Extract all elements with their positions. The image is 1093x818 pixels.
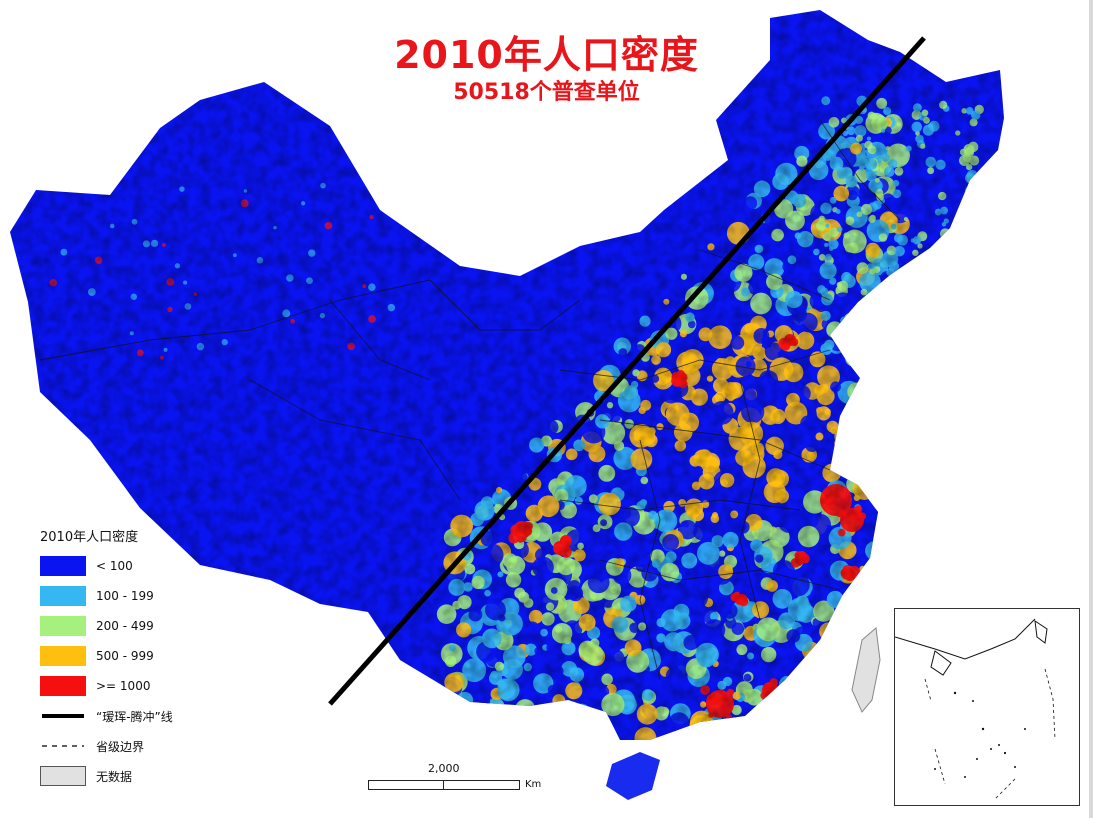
dashed-line-symbol	[42, 745, 84, 747]
legend-hu-line: “瑷珲-腾冲”线	[40, 701, 173, 731]
legend-class-0: < 100	[40, 551, 173, 581]
map-subtitle: 50518个普查单位	[453, 80, 640, 105]
province-borders	[39, 119, 901, 681]
legend-class-1: 100 - 199	[40, 581, 173, 611]
map-title: 2010年人口密度	[394, 33, 699, 77]
south-china-sea-inset	[894, 608, 1080, 806]
taiwan-no-data	[851, 627, 881, 713]
right-frame-edge	[1089, 0, 1093, 818]
legend-class-label: 500 - 999	[96, 649, 154, 663]
legend-province-border: 省级边界	[40, 731, 173, 761]
legend-title: 2010年人口密度	[40, 530, 139, 545]
legend-swatch	[40, 646, 86, 666]
hu-line-symbol	[42, 714, 84, 718]
no-data-swatch	[40, 766, 86, 786]
hu-line	[328, 36, 926, 706]
legend-no-data: 无数据	[40, 761, 173, 791]
legend-class-label: >= 1000	[96, 679, 151, 693]
hainan-island	[606, 752, 660, 800]
inset-map	[894, 618, 1056, 800]
scale-bar-graphic	[368, 780, 520, 790]
no-data-label: 无数据	[96, 769, 133, 784]
province-border-label: 省级边界	[96, 739, 145, 754]
legend-class-label: < 100	[96, 559, 133, 573]
hu-line-label: “瑷珲-腾冲”线	[96, 709, 173, 724]
scale-value: 2,000	[428, 762, 460, 775]
legend-class-3: 500 - 999	[40, 641, 173, 671]
legend-class-2: 200 - 499	[40, 611, 173, 641]
legend-class-4: >= 1000	[40, 671, 173, 701]
legend-swatch	[40, 676, 86, 696]
legend-swatch	[40, 586, 86, 606]
legend: 2010年人口密度 < 100 100 - 199 200 - 499 500 - 9…	[40, 526, 173, 791]
legend-swatch	[40, 616, 86, 636]
legend-class-label: 200 - 499	[96, 619, 154, 633]
legend-class-label: 100 - 199	[96, 589, 154, 603]
legend-swatch	[40, 556, 86, 576]
scale-unit: Km	[525, 779, 542, 790]
